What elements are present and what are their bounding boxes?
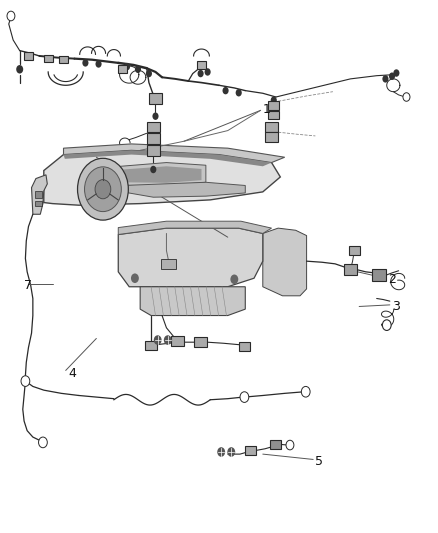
Circle shape (198, 70, 204, 77)
Circle shape (230, 274, 238, 284)
Circle shape (78, 158, 128, 220)
Polygon shape (263, 228, 307, 296)
Text: 4: 4 (68, 367, 76, 379)
Circle shape (217, 447, 225, 457)
Bar (268, 111, 279, 119)
Polygon shape (32, 175, 47, 214)
Text: 2: 2 (388, 273, 396, 286)
Circle shape (95, 60, 102, 68)
Circle shape (205, 68, 211, 76)
Circle shape (240, 392, 249, 402)
Circle shape (16, 65, 23, 74)
Bar (147, 133, 160, 144)
Circle shape (382, 320, 391, 330)
Bar (197, 61, 206, 69)
Circle shape (124, 63, 130, 70)
Bar (268, 101, 279, 110)
Circle shape (39, 437, 47, 448)
Bar (35, 201, 42, 206)
Text: 1: 1 (263, 103, 271, 116)
Text: 3: 3 (392, 300, 400, 313)
Circle shape (227, 447, 235, 457)
Bar (35, 191, 42, 198)
Bar (245, 446, 256, 455)
Circle shape (135, 66, 141, 73)
Polygon shape (123, 182, 245, 197)
Polygon shape (120, 163, 206, 185)
Polygon shape (64, 150, 272, 166)
Circle shape (154, 335, 162, 345)
Circle shape (403, 93, 410, 101)
Circle shape (150, 166, 156, 173)
Circle shape (82, 59, 88, 67)
Circle shape (7, 11, 15, 21)
Text: 7: 7 (24, 279, 32, 292)
Polygon shape (118, 228, 263, 287)
Bar (171, 336, 184, 346)
Circle shape (393, 69, 399, 77)
Circle shape (146, 70, 152, 77)
Circle shape (301, 386, 310, 397)
Circle shape (152, 112, 159, 120)
Bar (59, 56, 68, 63)
Bar (145, 341, 157, 350)
Circle shape (131, 273, 139, 283)
Circle shape (286, 440, 294, 450)
Bar (350, 246, 360, 255)
Bar (147, 145, 160, 156)
Circle shape (382, 75, 389, 83)
Circle shape (21, 376, 30, 386)
Circle shape (271, 96, 277, 104)
Bar (161, 259, 176, 269)
Polygon shape (140, 287, 245, 316)
Bar (147, 122, 160, 132)
Circle shape (389, 72, 395, 80)
Polygon shape (118, 221, 272, 235)
Circle shape (223, 87, 229, 94)
Bar (44, 55, 53, 62)
Bar (118, 65, 127, 73)
Bar (271, 440, 281, 449)
Circle shape (85, 167, 121, 212)
Circle shape (236, 89, 242, 96)
Circle shape (95, 180, 111, 199)
Polygon shape (44, 150, 280, 205)
Bar (194, 337, 207, 347)
Bar (265, 122, 278, 132)
Bar (372, 269, 386, 281)
Bar (265, 132, 278, 142)
Bar (24, 52, 33, 60)
Circle shape (164, 335, 172, 345)
Bar (149, 93, 162, 104)
Text: 5: 5 (315, 455, 323, 467)
Bar (239, 342, 250, 351)
Bar (344, 264, 357, 275)
Polygon shape (124, 166, 201, 183)
Polygon shape (64, 144, 285, 163)
